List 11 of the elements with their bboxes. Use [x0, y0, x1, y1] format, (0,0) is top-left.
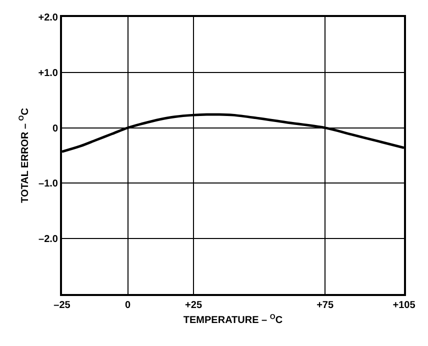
x-tick-label: +105	[392, 300, 416, 311]
y-tick-label: +1.0	[38, 68, 58, 79]
y-tick-label: –1.0	[38, 178, 58, 190]
x-tick-label: +75	[316, 300, 334, 311]
y-tick-label: +2.0	[38, 12, 58, 24]
x-axis-title: TEMPERATURE – $^{O}$C	[183, 314, 283, 326]
y-tick-label: 0	[52, 123, 58, 134]
x-tick-label: 0	[124, 300, 131, 311]
y-tick-label: –2.0	[38, 234, 58, 246]
x-tick-label: +25	[185, 300, 202, 311]
x-tick-label: –25	[54, 300, 71, 311]
